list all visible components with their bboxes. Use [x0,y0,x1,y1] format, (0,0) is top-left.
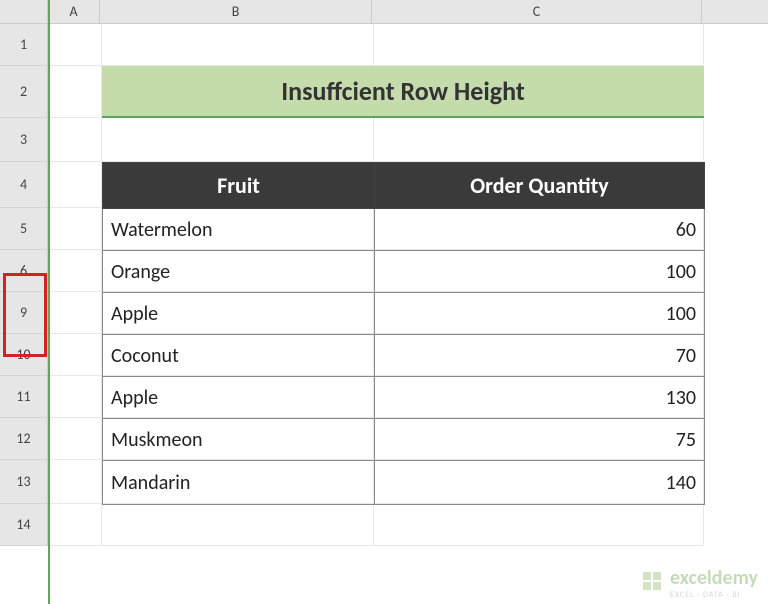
table-row[interactable]: Coconut70 [103,335,705,377]
cell[interactable] [50,418,102,460]
table-row[interactable]: Orange100 [103,251,705,293]
cell[interactable] [50,292,102,334]
title-banner: Insuffcient Row Height [102,66,704,118]
row-header-1[interactable]: 1 [0,24,48,66]
row-header-2[interactable]: 2 [0,66,48,118]
cell[interactable] [102,24,374,66]
column-headers: ABC [48,0,768,24]
data-table: FruitOrder Quantity Watermelon60Orange10… [102,162,705,505]
table-header[interactable]: Fruit [103,163,375,209]
cell[interactable] [50,118,102,162]
fruit-cell[interactable]: Coconut [103,335,375,377]
table-row[interactable]: Apple100 [103,293,705,335]
fruit-cell[interactable]: Apple [103,293,375,335]
fruit-cell[interactable]: Orange [103,251,375,293]
qty-cell[interactable]: 100 [375,251,705,293]
watermark-main: exceldemy [670,566,758,590]
column-header-a[interactable]: A [48,0,100,23]
column-header-b[interactable]: B [100,0,372,23]
title-text: Insuffcient Row Height [281,75,525,107]
row-header-9[interactable]: 9 [0,292,48,334]
fruit-cell[interactable]: Watermelon [103,209,375,251]
cell[interactable] [50,24,102,66]
cell[interactable] [50,66,102,118]
fruit-cell[interactable]: Muskmeon [103,419,375,461]
fruit-cell[interactable]: Apple [103,377,375,419]
selected-column-indicator [48,0,50,604]
cell[interactable] [50,504,102,546]
cell[interactable] [50,162,102,208]
qty-cell[interactable]: 130 [375,377,705,419]
qty-cell[interactable]: 70 [375,335,705,377]
cell[interactable] [50,376,102,418]
row-header-12[interactable]: 12 [0,418,48,460]
row-headers: 12345691011121314 [0,24,48,546]
spreadsheet: ABC 12345691011121314 Insuffcient Row He… [0,0,768,604]
row-header-4[interactable]: 4 [0,162,48,208]
cell[interactable] [50,334,102,376]
row-header-3[interactable]: 3 [0,118,48,162]
select-all-corner[interactable] [0,0,48,24]
cell[interactable] [374,24,704,66]
row-header-6[interactable]: 6 [0,250,48,292]
table-row[interactable]: Muskmeon75 [103,419,705,461]
qty-cell[interactable]: 100 [375,293,705,335]
table-row[interactable]: Watermelon60 [103,209,705,251]
qty-cell[interactable]: 60 [375,209,705,251]
watermark-sub: EXCEL · DATA · BI [670,590,758,600]
row-header-13[interactable]: 13 [0,460,48,504]
qty-cell[interactable]: 140 [375,461,705,505]
qty-cell[interactable]: 75 [375,419,705,461]
watermark-icon [640,569,664,597]
column-header-c[interactable]: C [372,0,702,23]
cell[interactable] [50,460,102,504]
cell[interactable] [102,504,374,546]
fruit-cell[interactable]: Mandarin [103,461,375,505]
row-header-10[interactable]: 10 [0,334,48,376]
table-row[interactable]: Apple130 [103,377,705,419]
cell[interactable] [374,504,704,546]
cell[interactable] [50,208,102,250]
cell[interactable] [102,118,374,162]
row-header-14[interactable]: 14 [0,504,48,546]
cell[interactable] [50,250,102,292]
row-header-5[interactable]: 5 [0,208,48,250]
row-header-11[interactable]: 11 [0,376,48,418]
cell[interactable] [374,118,704,162]
table-header[interactable]: Order Quantity [375,163,705,209]
table-row[interactable]: Mandarin140 [103,461,705,505]
watermark: exceldemy EXCEL · DATA · BI [630,562,768,604]
